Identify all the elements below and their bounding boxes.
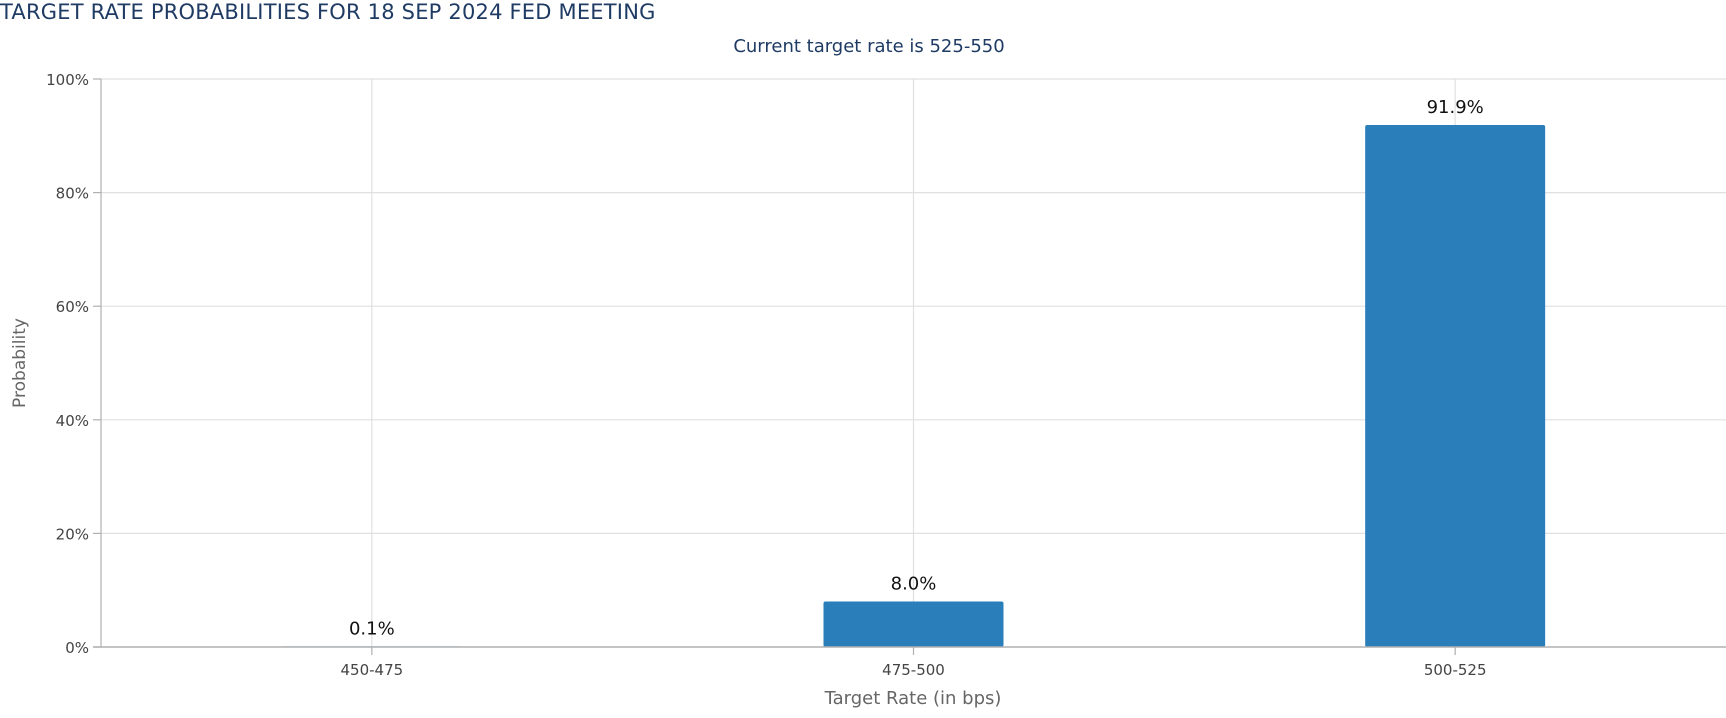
bar[interactable]: [823, 601, 1004, 647]
bar-data-label: 91.9%: [1427, 97, 1484, 118]
x-tick-label: 450-475: [340, 661, 403, 679]
x-tick-label: 500-525: [1424, 661, 1487, 679]
y-tick-label: 0%: [65, 639, 89, 657]
x-tick-label: 475-500: [882, 661, 945, 679]
chart-title: TARGET RATE PROBABILITIES FOR 18 SEP 202…: [0, 0, 656, 24]
label-layer: 0% 20% 40% 60% 80% 100% 0.1% 450-475 8.0% 475-500…: [46, 71, 1486, 679]
y-tick-label: 20%: [56, 525, 89, 543]
bar-data-label: 8.0%: [891, 574, 937, 595]
y-tick-label: 80%: [56, 185, 89, 203]
axis-layer: [93, 78, 1726, 655]
bar-data-label: 0.1%: [349, 618, 395, 639]
x-axis-title: Target Rate (in bps): [824, 688, 1002, 709]
bar-layer: [281, 125, 1546, 648]
y-tick-label: 40%: [56, 412, 89, 430]
bar[interactable]: [1365, 125, 1546, 648]
y-tick-label: 100%: [46, 71, 89, 89]
y-axis-title: Probability: [10, 318, 30, 408]
y-tick-label: 60%: [56, 298, 89, 316]
chart-subtitle: Current target rate is 525-550: [733, 36, 1004, 57]
